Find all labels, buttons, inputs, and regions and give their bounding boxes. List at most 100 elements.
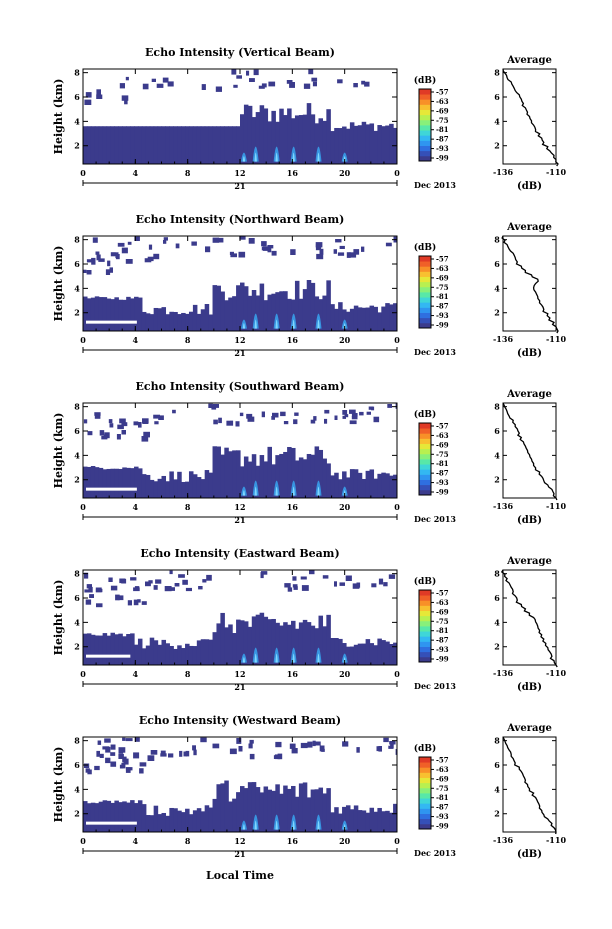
echo-speckle <box>239 412 244 417</box>
echo-speckle <box>258 85 265 89</box>
colorbar-frame <box>418 88 432 162</box>
echo-speckle <box>333 249 337 254</box>
x-tick-label: 12 <box>234 335 245 345</box>
x-tick-label: 12 <box>234 502 245 512</box>
echo-speckle <box>121 762 126 769</box>
echo-cell <box>357 307 363 331</box>
average-title: Average <box>506 222 552 233</box>
x-tick-label: 20 <box>339 669 351 679</box>
echo-cell <box>294 280 300 331</box>
average-y-tick-label: 2 <box>494 475 500 485</box>
echo-speckle <box>351 413 358 417</box>
echo-speckle <box>94 765 100 771</box>
echo-speckle <box>96 89 101 96</box>
echo-cell <box>259 105 265 164</box>
average-y-tick-label: 6 <box>494 760 500 770</box>
colorbar-label: -69 <box>436 607 449 616</box>
echo-speckle <box>202 579 207 583</box>
y-axis-label: Height (km) <box>52 580 65 656</box>
echo-cell <box>208 314 214 331</box>
echo-cell <box>185 481 190 498</box>
echo-cell <box>267 294 272 331</box>
colorbar-label: -93 <box>436 645 449 654</box>
echo-cell <box>188 126 194 164</box>
average-x-label: (dB) <box>517 181 542 192</box>
echo-speckle <box>95 587 102 593</box>
x-tick-label: 0 <box>80 502 86 512</box>
echo-cell <box>279 108 284 164</box>
y-axis-label: Height (km) <box>52 413 65 489</box>
echo-cell <box>385 303 390 331</box>
echo-speckle <box>334 581 337 587</box>
echo-cell <box>322 295 327 331</box>
echo-speckle <box>117 595 124 601</box>
echo-speckle <box>261 83 267 88</box>
convective-core-center <box>343 490 346 496</box>
x-tick-label: 0 <box>80 836 86 846</box>
y-tick-label: 6 <box>74 92 80 102</box>
echo-cell <box>122 299 127 331</box>
echo-speckle <box>171 587 175 591</box>
echo-cell <box>110 802 115 832</box>
echo-cell <box>228 297 233 331</box>
colorbar-swatch <box>419 590 431 596</box>
colorbar-swatch <box>419 762 431 768</box>
echo-cell <box>200 126 206 164</box>
echo-cell <box>373 645 378 665</box>
echo-cell <box>322 793 327 832</box>
average-x-tick-label: -136 <box>493 668 513 678</box>
colorbar-swatch <box>419 125 431 131</box>
echo-speckle <box>366 411 371 415</box>
convective-core-center <box>292 653 295 663</box>
echo-cell <box>161 307 167 331</box>
echo-cell <box>106 298 112 331</box>
x-tick-label: 0 <box>394 168 400 178</box>
average-y-tick-label: 8 <box>494 402 500 412</box>
echo-cell <box>130 468 135 498</box>
echo-cell <box>220 454 225 498</box>
echo-speckle <box>133 587 140 592</box>
echo-speckle <box>307 741 313 748</box>
convective-core-center <box>275 653 278 663</box>
echo-cell <box>287 446 292 498</box>
echo-cell <box>361 121 367 164</box>
echo-cell <box>102 126 108 164</box>
echo-speckle <box>233 84 238 88</box>
y-tick-label: 8 <box>74 68 80 78</box>
echo-cell <box>145 645 151 665</box>
echo-cell <box>145 474 151 498</box>
y-tick-label: 6 <box>74 760 80 770</box>
echo-cell <box>94 467 100 498</box>
average-frame <box>502 569 557 666</box>
average-profile-line <box>502 402 558 501</box>
echo-cell <box>137 126 143 164</box>
echo-speckle <box>91 259 96 265</box>
convective-core-center <box>343 156 346 162</box>
echo-cell <box>145 126 151 164</box>
echo-cell <box>240 466 245 498</box>
echo-cell <box>232 450 237 498</box>
echo-cell <box>90 802 96 832</box>
echo-cell <box>130 298 135 331</box>
echo-cell <box>137 800 143 832</box>
colorbar-swatch <box>419 109 431 116</box>
panel-southward: Echo Intensity (Southward Beam) 2 4 6 8 Heigh… <box>52 380 566 526</box>
colorbar-label: -69 <box>436 774 449 783</box>
echo-cell <box>157 126 163 164</box>
panels-group: Echo Intensity (Vertical Beam) 2 4 6 8 Height… <box>52 46 566 860</box>
colorbar-swatch <box>419 767 431 773</box>
echo-cell <box>165 815 170 832</box>
echo-cell <box>353 805 359 832</box>
day-label: 21 <box>234 682 245 692</box>
echo-cell <box>134 803 139 832</box>
average-x-tick-label: -110 <box>546 668 566 678</box>
echo-cell <box>102 633 108 665</box>
echo-cell <box>345 311 351 331</box>
echo-cell <box>220 126 225 164</box>
average-frame <box>502 402 557 499</box>
echo-speckle <box>118 753 124 759</box>
convective-core-center <box>242 156 246 162</box>
echo-cell <box>145 815 151 832</box>
echo-speckle <box>201 84 206 90</box>
echo-cell <box>306 622 312 665</box>
